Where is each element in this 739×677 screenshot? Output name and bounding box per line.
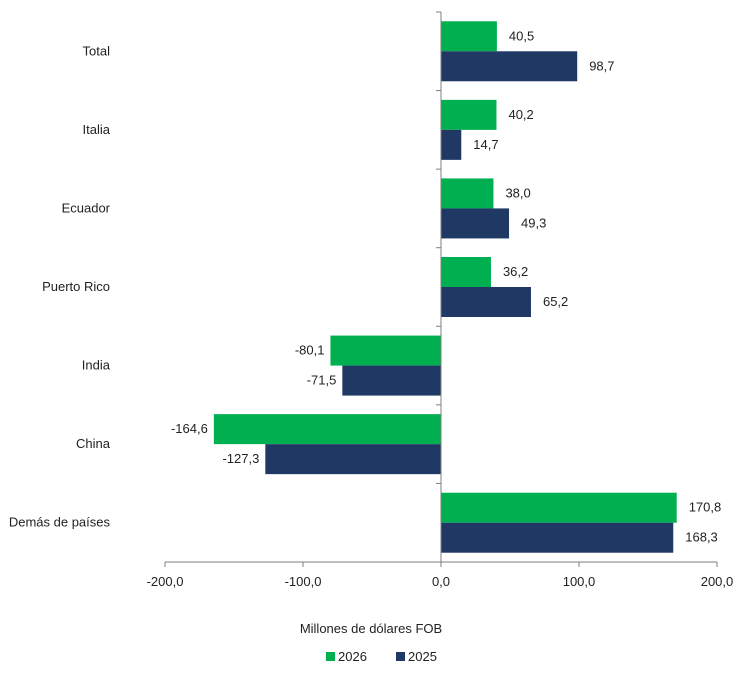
data-label: 49,3 bbox=[521, 215, 546, 230]
bar-2025 bbox=[265, 444, 441, 475]
x-tick-label: -100,0 bbox=[285, 574, 322, 589]
category-label: India bbox=[82, 358, 111, 373]
category-label: China bbox=[76, 436, 111, 451]
bar-2026 bbox=[441, 178, 494, 209]
data-label: 40,5 bbox=[509, 28, 534, 43]
data-label: -127,3 bbox=[222, 451, 259, 466]
data-label: 40,2 bbox=[508, 107, 533, 122]
bar-2025 bbox=[441, 129, 462, 160]
bar-2026 bbox=[441, 21, 497, 52]
bar-2025 bbox=[441, 51, 578, 82]
bar-2026 bbox=[330, 335, 441, 366]
legend-swatch-2025 bbox=[396, 652, 405, 661]
data-label: -164,6 bbox=[171, 421, 208, 436]
bar-2025 bbox=[342, 365, 441, 396]
x-tick-label: -200,0 bbox=[147, 574, 184, 589]
category-label: Demás de países bbox=[9, 515, 111, 530]
x-ticks-group: -200,0 -100,0 0,0 100,0 200,0 bbox=[147, 562, 734, 589]
category-label: Italia bbox=[83, 122, 111, 137]
data-label: 65,2 bbox=[543, 294, 568, 309]
bar-2026 bbox=[213, 414, 441, 445]
bars-group bbox=[213, 21, 677, 553]
legend-label-2026: 2026 bbox=[338, 649, 367, 664]
bar-2025 bbox=[441, 522, 674, 553]
bar-2025 bbox=[441, 287, 531, 317]
data-label: 170,8 bbox=[689, 500, 722, 515]
x-tick-label: 200,0 bbox=[701, 574, 734, 589]
value-labels-group: 40,5 98,7 40,2 14,7 38,0 49,3 36,2 65,2 -80,1 -71… bbox=[171, 28, 721, 544]
data-label: 168,3 bbox=[685, 530, 718, 545]
legend: 2026 2025 bbox=[326, 649, 437, 664]
x-tick-label: 100,0 bbox=[563, 574, 596, 589]
bar-2025 bbox=[441, 208, 510, 239]
bar-2026 bbox=[441, 99, 497, 130]
data-label: 38,0 bbox=[505, 185, 530, 200]
x-axis-title: Millones de dólares FOB bbox=[300, 621, 442, 636]
x-tick-label: 0,0 bbox=[432, 574, 450, 589]
data-label: -71,5 bbox=[307, 373, 337, 388]
legend-label-2025: 2025 bbox=[408, 649, 437, 664]
data-label: -80,1 bbox=[295, 343, 325, 358]
category-label: Ecuador bbox=[62, 200, 111, 215]
legend-swatch-2026 bbox=[326, 652, 335, 661]
category-label: Total bbox=[83, 43, 111, 58]
data-label: 14,7 bbox=[473, 137, 498, 152]
bar-2026 bbox=[441, 492, 677, 523]
data-label: 36,2 bbox=[503, 264, 528, 279]
data-label: 98,7 bbox=[589, 58, 614, 73]
bar-2026 bbox=[441, 257, 491, 287]
category-label: Puerto Rico bbox=[42, 279, 110, 294]
category-labels-group: Total Italia Ecuador Puerto Rico India China D… bbox=[9, 11, 441, 563]
